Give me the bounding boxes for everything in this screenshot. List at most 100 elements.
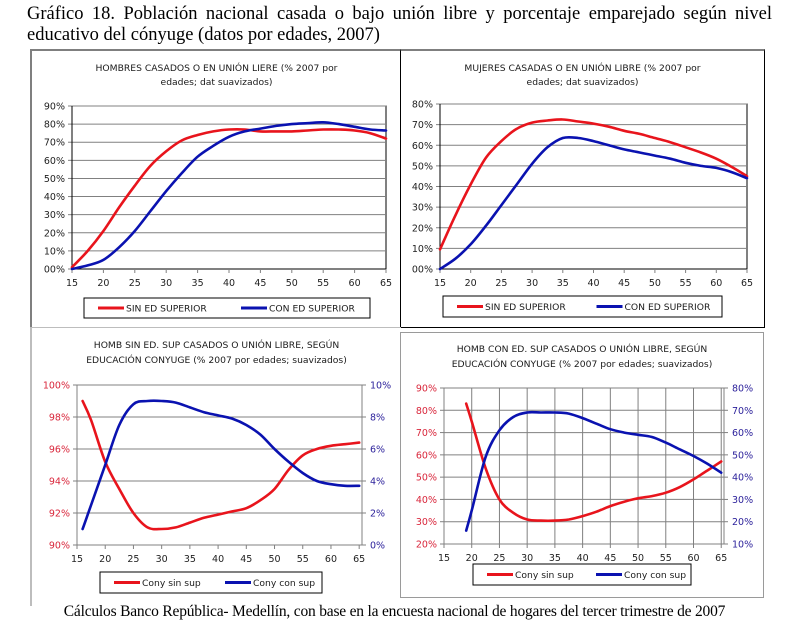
y-tick-label-left: 20%	[416, 540, 437, 551]
series-line-sin-ed-superior	[70, 127, 388, 269]
x-tick-label: 25	[493, 553, 505, 564]
legend-label: Cony con sup	[253, 578, 315, 589]
y-tick-label-right: 6%	[370, 445, 385, 456]
y-tick-label-left: 90%	[416, 384, 437, 395]
chart-title-line: MUJERES CASADAS O EN UNIÓN LIBRE (% 2007…	[464, 62, 700, 74]
y-tick-label-left: 60%	[416, 450, 437, 461]
x-tick-label: 55	[317, 278, 329, 289]
chart-title-line: HOMB SIN ED. SUP CASADOS O UNIÓN LIBRE, …	[94, 339, 339, 351]
x-tick-label: 65	[380, 278, 392, 289]
x-tick-label: 30	[160, 278, 172, 289]
x-tick-label: 20	[465, 278, 477, 289]
y-tick-label-left: 30%	[416, 517, 437, 528]
x-tick-label: 35	[549, 553, 561, 564]
x-tick-label: 55	[660, 553, 672, 564]
y-tick-label-left: 00%	[44, 265, 65, 276]
x-tick-label: 40	[577, 553, 589, 564]
legend-label: CON ED SUPERIOR	[269, 304, 355, 315]
y-tick-label-left: 90%	[49, 541, 70, 552]
y-tick-label-left: 30%	[412, 203, 433, 214]
y-tick-label-left: 70%	[412, 120, 433, 131]
y-tick-label-left: 30%	[44, 210, 65, 221]
y-tick-label-left: 10%	[412, 244, 433, 255]
x-tick-label: 60	[687, 553, 699, 564]
x-tick-label: 35	[184, 554, 196, 565]
chart-title-line: edades; dat suavizados)	[527, 77, 639, 88]
chart-homb-sin-ed-sup: HOMB SIN ED. SUP CASADOS O UNIÓN LIBRE, …	[43, 339, 391, 594]
x-tick-label: 50	[632, 553, 644, 564]
x-tick-label: 55	[680, 278, 692, 289]
legend-label: SIN ED SUPERIOR	[485, 302, 566, 313]
x-tick-label: 50	[649, 278, 661, 289]
x-tick-label: 20	[466, 553, 478, 564]
legend-label: SIN ED SUPERIOR	[126, 304, 207, 315]
series-line-cony-con-sup	[81, 399, 361, 531]
x-tick-label: 40	[223, 278, 235, 289]
series-line-con-ed-superior	[70, 120, 388, 271]
x-tick-label: 45	[240, 554, 252, 565]
y-tick-label-left: 96%	[49, 445, 70, 456]
series-line-sin-ed-superior	[438, 118, 749, 251]
panel-hombres: HOMBRES CASADOS O EN UNIÓN LIERE (% 2007…	[30, 49, 401, 329]
x-tick-label: 50	[268, 554, 280, 565]
chart-homb-con-ed-sup: HOMB CON ED. SUP CASADOS O UNIÓN LIBRE, …	[416, 343, 753, 586]
x-tick-label: 30	[526, 278, 538, 289]
y-tick-label-left: 80%	[412, 100, 433, 111]
legend-label: Cony con sup	[624, 570, 686, 581]
y-tick-label-right: 70%	[732, 406, 753, 417]
x-tick-label: 15	[66, 278, 78, 289]
y-tick-label-left: 80%	[416, 406, 437, 417]
y-tick-label-left: 70%	[416, 428, 437, 439]
y-tick-label-right: 8%	[370, 413, 385, 424]
y-tick-label-left: 70%	[44, 138, 65, 149]
y-tick-label-left: 40%	[416, 495, 437, 506]
series-line-con-ed-superior	[438, 135, 749, 271]
x-tick-label: 20	[97, 278, 109, 289]
y-tick-label-left: 00%	[412, 265, 433, 276]
x-tick-label: 25	[129, 278, 141, 289]
y-tick-label-left: 50%	[44, 174, 65, 185]
x-tick-label: 65	[353, 554, 365, 565]
y-tick-label-right: 10%	[732, 540, 753, 551]
chart-hombres: HOMBRES CASADOS O EN UNIÓN LIERE (% 2007…	[44, 62, 392, 319]
x-tick-label: 15	[438, 553, 450, 564]
y-tick-label-left: 80%	[44, 120, 65, 131]
series-line-cony-con-sup	[464, 410, 723, 532]
x-tick-label: 60	[349, 278, 361, 289]
chart-title-line: HOMBRES CASADOS O EN UNIÓN LIERE (% 2007…	[96, 62, 338, 74]
x-tick-label: 60	[710, 278, 722, 289]
chart-title-line: EDUCACIÓN CONYUGE (% 2007 por edades; su…	[86, 354, 347, 366]
y-tick-label-left: 94%	[49, 477, 70, 488]
legend-box	[83, 297, 371, 319]
panel-mujeres: MUJERES CASADAS O EN UNIÓN LIBRE (% 2007…	[400, 49, 765, 328]
x-tick-label: 60	[325, 554, 337, 565]
x-tick-label: 55	[297, 554, 309, 565]
legend-box	[442, 295, 723, 318]
x-tick-label: 15	[434, 278, 446, 289]
x-tick-label: 20	[99, 554, 111, 565]
y-tick-label-left: 100%	[43, 381, 70, 392]
legend-box	[99, 571, 323, 594]
x-tick-label: 35	[192, 278, 204, 289]
x-tick-label: 45	[254, 278, 266, 289]
series-line-cony-sin-sup	[81, 399, 361, 531]
y-tick-label-right: 4%	[370, 477, 385, 488]
y-tick-label-left: 60%	[412, 141, 433, 152]
y-tick-label-left: 20%	[412, 223, 433, 234]
x-tick-label: 45	[604, 553, 616, 564]
panel-homb-sin-ed-sup: HOMB SIN ED. SUP CASADOS O UNIÓN LIBRE, …	[30, 327, 401, 606]
chart-title-line: HOMB CON ED. SUP CASADOS O UNIÓN LIBRE, …	[457, 343, 708, 355]
y-tick-label-left: 98%	[49, 413, 70, 424]
x-tick-label: 50	[286, 278, 298, 289]
x-tick-label: 65	[741, 278, 753, 289]
y-tick-label-left: 50%	[416, 473, 437, 484]
y-tick-label-right: 10%	[370, 381, 391, 392]
legend-label: Cony sin sup	[142, 578, 201, 589]
chart-mujeres: MUJERES CASADAS O EN UNIÓN LIBRE (% 2007…	[412, 62, 753, 318]
y-tick-label-left: 40%	[412, 182, 433, 193]
figure-title: Gráfico 18. Población nacional casada o …	[27, 4, 772, 45]
x-tick-label: 65	[715, 553, 727, 564]
y-tick-label-left: 92%	[49, 509, 70, 520]
x-tick-label: 25	[127, 554, 139, 565]
source-note: Cálculos Banco República- Medellín, con …	[63, 603, 726, 620]
